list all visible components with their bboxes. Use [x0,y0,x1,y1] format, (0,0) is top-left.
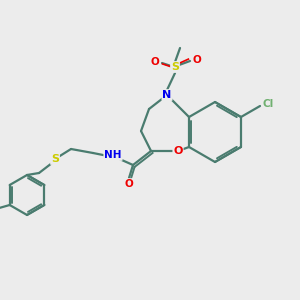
Text: S: S [171,62,179,72]
Text: O: O [124,179,134,189]
Text: O: O [151,57,159,67]
Text: NH: NH [104,150,122,160]
Text: S: S [51,154,59,164]
Text: O: O [193,55,201,65]
Text: N: N [162,90,172,100]
Text: Cl: Cl [262,99,274,109]
Text: O: O [173,146,183,156]
